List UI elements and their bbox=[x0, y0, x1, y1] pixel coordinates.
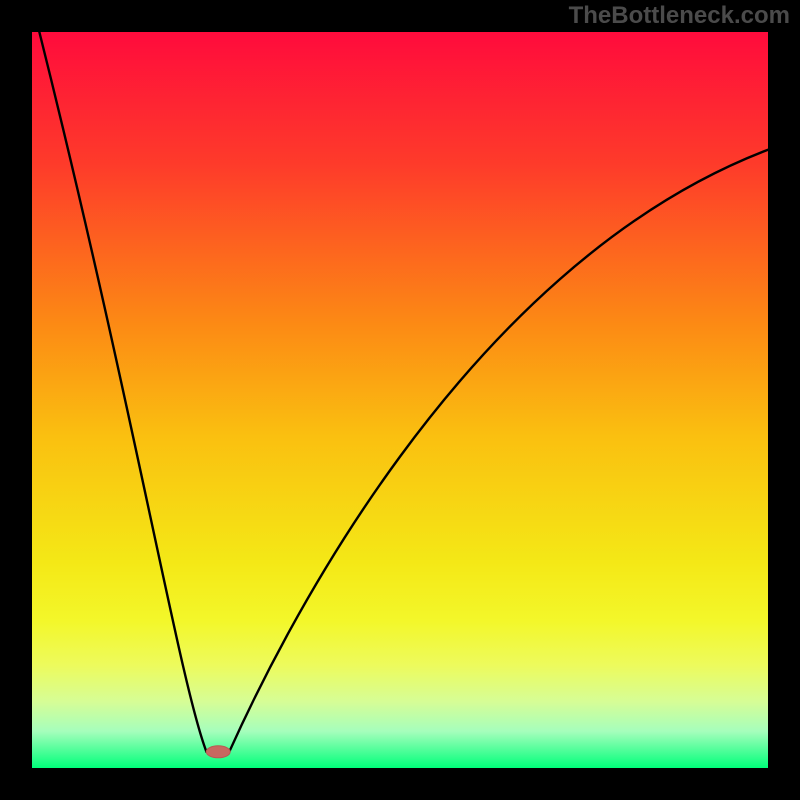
optimal-point-marker bbox=[206, 746, 230, 758]
chart-container: TheBottleneck.com bbox=[0, 0, 800, 800]
watermark-text: TheBottleneck.com bbox=[569, 2, 790, 30]
bottleneck-chart bbox=[0, 0, 800, 800]
plot-background bbox=[32, 32, 768, 768]
